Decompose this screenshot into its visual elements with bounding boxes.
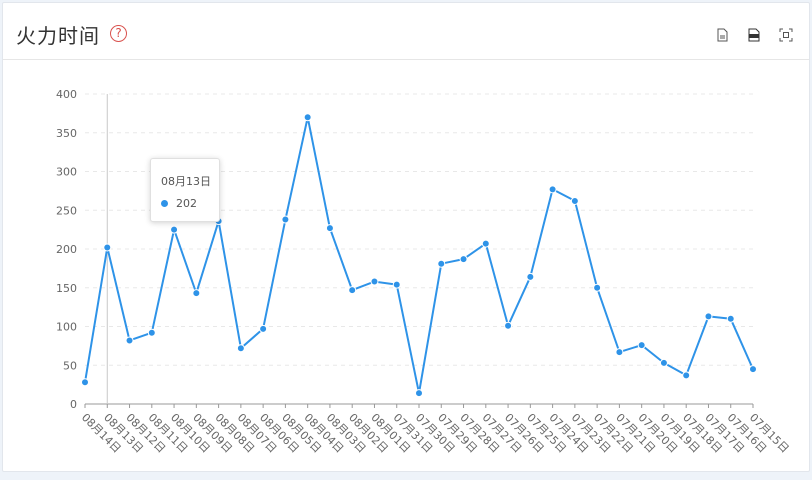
data-point <box>504 321 513 330</box>
data-point <box>192 289 201 298</box>
data-point <box>147 328 156 337</box>
chart-tooltip: 08月13日 202 <box>150 158 220 222</box>
data-point <box>325 224 334 233</box>
data-point <box>570 196 579 205</box>
data-point <box>103 243 112 252</box>
chart-card: 火力时间 ? <box>2 2 810 472</box>
data-point <box>704 312 713 321</box>
data-point <box>548 185 557 194</box>
tooltip-value: 202 <box>176 197 197 210</box>
data-point <box>659 358 668 367</box>
text-export-icon[interactable] <box>715 28 729 42</box>
data-point <box>437 259 446 268</box>
y-tick-label: 150 <box>56 282 77 295</box>
y-tick-label: 200 <box>56 243 77 256</box>
y-tick-label: 350 <box>56 127 77 140</box>
data-point <box>281 215 290 224</box>
data-point <box>170 225 179 234</box>
y-tick-label: 250 <box>56 204 77 217</box>
data-point <box>637 341 646 350</box>
tooltip-series-marker <box>161 200 168 207</box>
data-point <box>526 272 535 281</box>
y-tick-label: 100 <box>56 321 77 334</box>
data-point <box>303 113 312 122</box>
y-tick-label: 300 <box>56 166 77 179</box>
data-point <box>415 389 423 398</box>
data-point <box>259 324 268 333</box>
data-point <box>348 286 357 295</box>
data-point <box>726 314 735 323</box>
data-point <box>81 378 89 387</box>
fullscreen-icon[interactable] <box>779 28 793 42</box>
chart-title: 火力时间 <box>16 24 100 48</box>
data-point <box>481 239 490 248</box>
data-point <box>682 371 691 380</box>
data-point <box>459 255 468 264</box>
y-tick-label: 50 <box>63 359 77 372</box>
card-header: 火力时间 ? <box>3 3 809 60</box>
excel-export-icon[interactable] <box>747 28 761 42</box>
data-point <box>615 348 624 357</box>
data-point <box>392 280 401 289</box>
data-point <box>749 365 757 374</box>
y-tick-label: 0 <box>70 398 77 411</box>
data-point <box>370 277 379 286</box>
data-point <box>593 283 602 292</box>
tooltip-date: 08月13日 <box>161 175 211 188</box>
question-circle-icon[interactable]: ? <box>110 25 127 42</box>
y-tick-label: 400 <box>56 88 77 101</box>
data-point <box>125 336 134 345</box>
data-point <box>236 344 245 353</box>
